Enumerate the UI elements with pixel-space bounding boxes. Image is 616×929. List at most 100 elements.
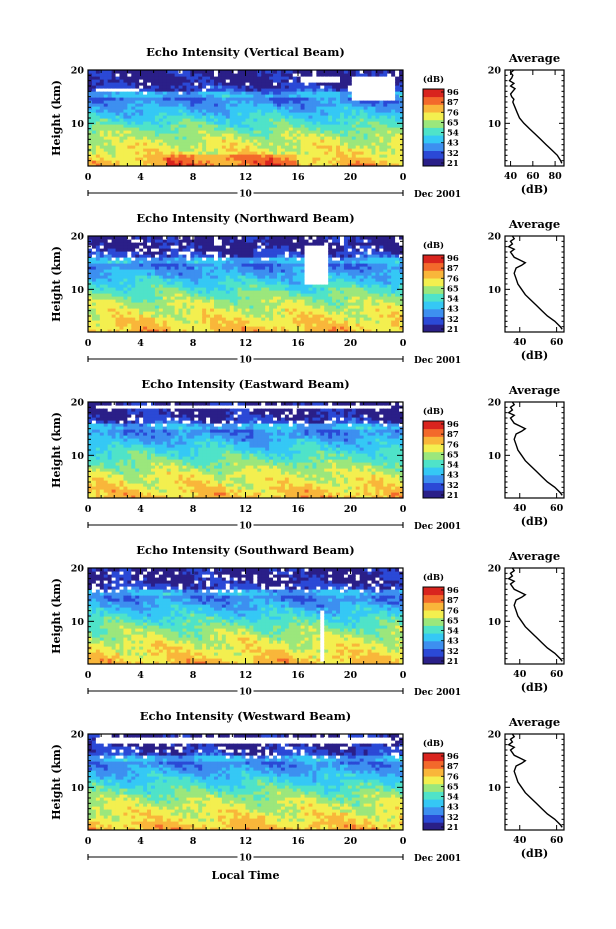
y-axis-label: Height (km) bbox=[50, 80, 63, 156]
day-label: 10 bbox=[239, 190, 252, 200]
x-tick-label: 16 bbox=[291, 338, 305, 349]
x-tick-label: 0 bbox=[400, 172, 407, 183]
panel-3: Echo Intensity (Southward Beam) 10 20 Heigh… bbox=[50, 543, 565, 698]
x-tick-label: 12 bbox=[239, 172, 252, 183]
colorbar-label: 54 bbox=[447, 627, 459, 637]
colorbar-swatch bbox=[423, 783, 444, 792]
colorbar-swatch bbox=[423, 799, 444, 808]
colorbar-swatch bbox=[423, 594, 444, 603]
profile-line bbox=[507, 733, 563, 828]
heatmap-field bbox=[88, 402, 403, 498]
colorbar-label: 65 bbox=[447, 616, 459, 626]
x-tick-label: 4 bbox=[137, 504, 144, 515]
heatmap-field bbox=[88, 236, 403, 332]
colorbar-swatch bbox=[423, 587, 444, 596]
x-tick-label: 0 bbox=[400, 338, 407, 349]
colorbar-label: 21 bbox=[447, 325, 459, 335]
colorbar-label: 32 bbox=[447, 149, 459, 159]
colorbar-swatch bbox=[423, 96, 444, 105]
colorbar-label: 76 bbox=[447, 108, 459, 118]
x-tick-label: 0 bbox=[400, 504, 407, 515]
colorbar-unit: (dB) bbox=[423, 572, 444, 583]
profile-title: Average bbox=[508, 549, 560, 563]
profile-y-label: 10 bbox=[488, 119, 502, 130]
colorbar-label: 32 bbox=[447, 315, 459, 325]
y-axis-label: Height (km) bbox=[50, 246, 63, 322]
colorbar-swatch bbox=[423, 436, 444, 445]
profile-y-label: 10 bbox=[488, 451, 502, 462]
profile-title: Average bbox=[508, 715, 560, 729]
colorbar-label: 43 bbox=[447, 139, 459, 149]
panel-title: Echo Intensity (Northward Beam) bbox=[136, 211, 354, 225]
colorbar-label: 87 bbox=[447, 430, 459, 440]
colorbar-label: 76 bbox=[447, 606, 459, 616]
colorbar-swatch bbox=[423, 814, 444, 823]
colorbar-swatch bbox=[423, 135, 444, 144]
colorbar-swatch bbox=[423, 776, 444, 785]
heatmap-field bbox=[88, 734, 403, 830]
profile-line bbox=[507, 567, 563, 662]
profile-y-label: 20 bbox=[488, 564, 502, 575]
colorbar-swatch bbox=[423, 270, 444, 279]
profile-line bbox=[507, 401, 563, 496]
colorbar-swatch bbox=[423, 822, 444, 831]
colorbar-label: 65 bbox=[447, 118, 459, 128]
panel-1: Echo Intensity (Northward Beam) 10 20 Heigh… bbox=[50, 211, 565, 366]
colorbar-swatch bbox=[423, 806, 444, 815]
colorbar-label: 32 bbox=[447, 647, 459, 657]
x-tick-label: 0 bbox=[85, 172, 92, 183]
profile-x-label: 40 bbox=[513, 835, 527, 846]
colorbar-label: 54 bbox=[447, 295, 459, 305]
y-tick-label: 20 bbox=[71, 232, 85, 243]
profile-x-axis-label: (dB) bbox=[521, 515, 548, 528]
x-tick-label: 20 bbox=[344, 836, 358, 847]
panel-title: Echo Intensity (Southward Beam) bbox=[136, 543, 354, 557]
x-tick-label: 16 bbox=[291, 836, 305, 847]
colorbar-label: 96 bbox=[447, 88, 459, 98]
colorbar-swatch bbox=[423, 444, 444, 453]
colorbar-label: 43 bbox=[447, 637, 459, 647]
colorbar-swatch bbox=[423, 753, 444, 762]
panel-title: Echo Intensity (Vertical Beam) bbox=[146, 45, 345, 59]
profile-y-label: 10 bbox=[488, 783, 502, 794]
colorbar-label: 87 bbox=[447, 596, 459, 606]
colorbar-swatch bbox=[423, 617, 444, 626]
colorbar-swatch bbox=[423, 648, 444, 657]
x-tick-label: 8 bbox=[190, 172, 197, 183]
colorbar-swatch bbox=[423, 324, 444, 333]
colorbar-label: 32 bbox=[447, 481, 459, 491]
y-axis-label: Height (km) bbox=[50, 744, 63, 820]
x-tick-label: 20 bbox=[344, 670, 358, 681]
profile-y-label: 20 bbox=[488, 730, 502, 741]
day-label: 10 bbox=[239, 854, 252, 864]
x-tick-label: 4 bbox=[137, 670, 144, 681]
panel-title: Echo Intensity (Eastward Beam) bbox=[141, 377, 349, 391]
date-label: Dec 2001 bbox=[414, 522, 461, 532]
y-tick-label: 20 bbox=[71, 66, 85, 77]
colorbar-label: 21 bbox=[447, 657, 459, 667]
colorbar-swatch bbox=[423, 640, 444, 649]
x-tick-label: 0 bbox=[85, 504, 92, 515]
x-tick-label: 8 bbox=[190, 670, 197, 681]
x-tick-label: 8 bbox=[190, 338, 197, 349]
y-tick-label: 20 bbox=[71, 398, 85, 409]
colorbar-label: 96 bbox=[447, 586, 459, 596]
profile-x-label: 60 bbox=[550, 669, 564, 680]
colorbar-swatch bbox=[423, 459, 444, 468]
colorbar-label: 21 bbox=[447, 823, 459, 833]
x-tick-label: 12 bbox=[239, 670, 252, 681]
colorbar-swatch bbox=[423, 293, 444, 302]
y-axis-label: Height (km) bbox=[50, 412, 63, 488]
colorbar-swatch bbox=[423, 610, 444, 619]
profile-title: Average bbox=[508, 383, 560, 397]
colorbar-frame bbox=[422, 420, 445, 499]
colorbar-label: 54 bbox=[447, 793, 459, 803]
colorbar-label: 43 bbox=[447, 803, 459, 813]
colorbar-swatch bbox=[423, 656, 444, 665]
x-tick-label: 20 bbox=[344, 338, 358, 349]
colorbar-frame bbox=[422, 586, 445, 665]
profile-x-label: 60 bbox=[526, 171, 540, 182]
colorbar-label: 96 bbox=[447, 752, 459, 762]
colorbar-label: 96 bbox=[447, 254, 459, 264]
